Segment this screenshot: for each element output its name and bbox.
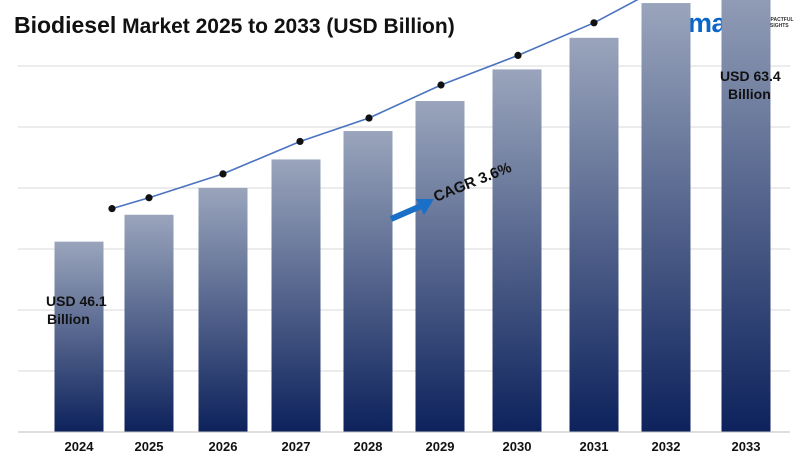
point-2024 xyxy=(108,205,116,213)
chart-title: Biodiesel Market 2025 to 2033 (USD Billi… xyxy=(14,12,455,39)
start-value-label-line1: USD 46.1 xyxy=(46,293,107,309)
x-tick-2030: 2030 xyxy=(503,439,532,454)
point-2027 xyxy=(296,137,304,146)
trend-line xyxy=(111,0,639,210)
bar-2028 xyxy=(343,131,393,432)
point-2030 xyxy=(514,51,522,60)
logo-tagline-line2: INSIGHTS xyxy=(765,23,789,29)
x-tick-2033: 2033 xyxy=(732,439,761,454)
bar-2032 xyxy=(641,3,691,432)
point-2031 xyxy=(590,19,598,27)
bars xyxy=(54,0,771,433)
bar-2033 xyxy=(721,0,771,433)
x-tick-2029: 2029 xyxy=(426,439,455,454)
bar-2026 xyxy=(198,187,248,432)
x-tick-2027: 2027 xyxy=(282,439,311,454)
bar-2027 xyxy=(271,159,321,432)
point-2028 xyxy=(365,114,373,122)
logo-tagline-line1: IMPACTFUL xyxy=(765,17,794,23)
x-tick-2028: 2028 xyxy=(354,439,383,454)
x-tick-2026: 2026 xyxy=(209,439,238,454)
point-2025 xyxy=(145,194,153,202)
x-tick-2032: 2032 xyxy=(652,439,681,454)
x-tick-labels: 2024 2025 2026 2027 2028 2029 2030 2031 2032 2033 xyxy=(65,439,761,454)
start-value-label-line2: Billion xyxy=(47,311,90,327)
x-tick-2025: 2025 xyxy=(135,439,164,454)
end-value-label-line1: USD 63.4 xyxy=(720,68,781,84)
chart-title-rest: Market 2025 to 2033 (USD Billion) xyxy=(116,15,455,38)
bar-2031 xyxy=(569,37,619,433)
bar-2030 xyxy=(492,69,542,433)
x-tick-2024: 2024 xyxy=(65,439,95,454)
x-tick-2031: 2031 xyxy=(580,439,609,454)
point-2029 xyxy=(437,81,445,89)
trend-points xyxy=(108,19,598,213)
bar-2024 xyxy=(54,241,104,432)
cagr-arrow xyxy=(389,199,434,222)
bar-2029 xyxy=(415,101,465,432)
end-value-label-line2: Billion xyxy=(728,86,771,102)
bar-2025 xyxy=(124,214,174,432)
point-2026 xyxy=(219,170,227,178)
chart-title-main: Biodiesel xyxy=(14,12,117,38)
